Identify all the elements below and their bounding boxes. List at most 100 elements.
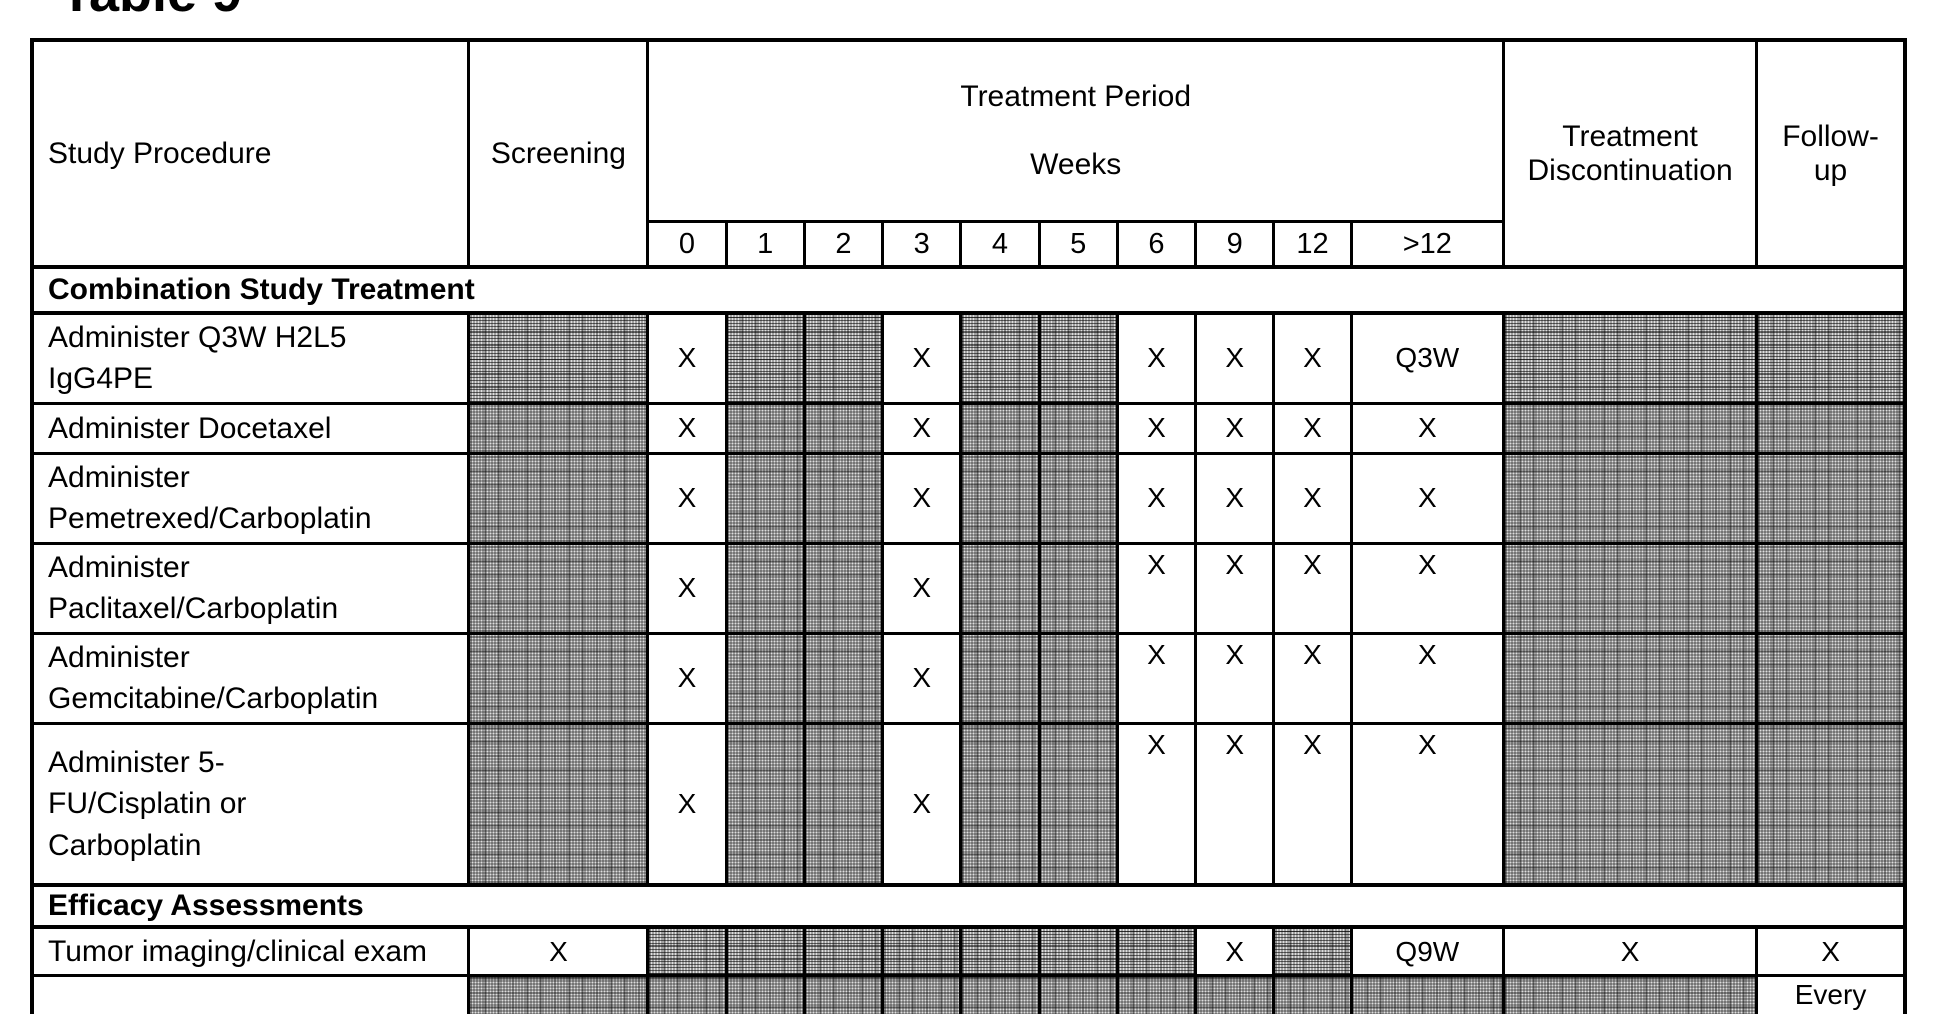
cell-week-9: X bbox=[1194, 311, 1276, 405]
cell-week-6: X bbox=[1115, 401, 1198, 455]
week-numbers-row: 0 1 2 3 4 5 6 9 12 >12 bbox=[32, 220, 1905, 269]
cell-week-6 bbox=[1115, 974, 1198, 1014]
cell-week-0: X bbox=[646, 541, 728, 635]
cell-week-1 bbox=[724, 721, 806, 887]
cell-week-gt12: Q9W bbox=[1349, 925, 1506, 978]
cell-treatment-discontinuation bbox=[1502, 451, 1759, 545]
cell-week-12: X bbox=[1272, 631, 1353, 725]
cell-week-9 bbox=[1194, 974, 1276, 1014]
week-header-0: 0 bbox=[646, 220, 728, 269]
row-label: Administer 5- FU/Cisplatin or Carboplati… bbox=[30, 721, 471, 887]
cell-week-1 bbox=[724, 401, 806, 455]
table-row: Administer Pemetrexed/Carboplatin X X X X X X bbox=[30, 451, 1907, 545]
table-row: Follow-up for Survival Every 12 weeks bbox=[30, 974, 1907, 1014]
cell-week-3: X bbox=[881, 721, 963, 887]
row-label: Administer Q3W H2L5 IgG4PE bbox=[30, 311, 471, 405]
header-row: Study Procedure Screening Treatment Peri… bbox=[30, 38, 1907, 269]
cell-week-5 bbox=[1037, 541, 1119, 635]
cell-week-gt12: X bbox=[1349, 451, 1506, 545]
cell-week-5 bbox=[1037, 721, 1119, 887]
cell-week-6: X bbox=[1115, 451, 1198, 545]
cell-week-0: X bbox=[646, 631, 728, 725]
cell-week-1 bbox=[724, 925, 806, 978]
cell-week-gt12: Q3W bbox=[1349, 311, 1506, 405]
cell-week-3: X bbox=[881, 311, 963, 405]
cell-week-4 bbox=[959, 311, 1041, 405]
col-header-follow-up: Follow- up bbox=[1755, 38, 1907, 269]
cell-week-3: X bbox=[881, 401, 963, 455]
cell-follow-up bbox=[1755, 541, 1907, 635]
section-label: Combination Study Treatment bbox=[30, 265, 1907, 315]
cell-week-1 bbox=[724, 541, 806, 635]
cell-week-12 bbox=[1272, 974, 1353, 1014]
section-row: Efficacy Assessments bbox=[30, 883, 1907, 930]
cell-week-gt12: X bbox=[1349, 541, 1506, 635]
cell-week-9: X bbox=[1194, 631, 1276, 725]
cell-week-2 bbox=[802, 401, 885, 455]
cell-week-0: X bbox=[646, 311, 728, 405]
cell-follow-up bbox=[1755, 451, 1907, 545]
table-row: Administer Q3W H2L5 IgG4PE X X X X X Q3W bbox=[30, 311, 1907, 405]
cell-week-2 bbox=[802, 631, 885, 725]
cell-follow-up bbox=[1755, 311, 1907, 405]
week-header-4: 4 bbox=[959, 220, 1041, 269]
row-label: Administer Gemcitabine/Carboplatin bbox=[30, 631, 471, 725]
table-row: Administer Docetaxel X X X X X X bbox=[30, 401, 1907, 455]
section-row: Combination Study Treatment bbox=[30, 265, 1907, 315]
cell-week-2 bbox=[802, 311, 885, 405]
cell-screening bbox=[467, 721, 650, 887]
section-label: Efficacy Assessments bbox=[30, 883, 1907, 930]
cell-week-gt12: X bbox=[1349, 721, 1506, 887]
cell-week-12: X bbox=[1272, 721, 1353, 887]
cell-week-2 bbox=[802, 721, 885, 887]
cell-treatment-discontinuation bbox=[1502, 631, 1759, 725]
cell-week-gt12: X bbox=[1349, 401, 1506, 455]
cell-week-6: X bbox=[1115, 631, 1198, 725]
cell-week-0 bbox=[646, 925, 728, 978]
week-header-gt12: >12 bbox=[1349, 220, 1506, 269]
schedule-body: Combination Study Treatment Administer Q3… bbox=[30, 265, 1907, 1014]
cell-screening bbox=[467, 401, 650, 455]
cell-week-gt12 bbox=[1349, 974, 1506, 1014]
cell-week-0: X bbox=[646, 401, 728, 455]
cell-week-3: X bbox=[881, 631, 963, 725]
cell-week-12: X bbox=[1272, 311, 1353, 405]
cell-week-6: X bbox=[1115, 721, 1198, 887]
cell-week-5 bbox=[1037, 974, 1119, 1014]
row-label: Tumor imaging/clinical exam bbox=[30, 925, 471, 978]
cell-follow-up: Every 12 weeks bbox=[1755, 974, 1907, 1014]
table-row: Tumor imaging/clinical exam X X Q9W X X bbox=[30, 925, 1907, 978]
cell-week-2 bbox=[802, 541, 885, 635]
cell-screening: X bbox=[467, 925, 650, 978]
treatment-period-title: Treatment Period bbox=[960, 80, 1192, 113]
cell-week-6: X bbox=[1115, 541, 1198, 635]
cell-week-2 bbox=[802, 974, 885, 1014]
row-label: Administer Paclitaxel/Carboplatin bbox=[30, 541, 471, 635]
cell-week-4 bbox=[959, 401, 1041, 455]
col-header-treatment-period: Treatment Period Weeks bbox=[646, 38, 1506, 223]
cell-week-1 bbox=[724, 311, 806, 405]
cell-week-3: X bbox=[881, 451, 963, 545]
col-header-screening: Screening bbox=[467, 38, 650, 269]
cell-week-6: X bbox=[1115, 311, 1198, 405]
col-header-study-procedure: Study Procedure bbox=[30, 38, 471, 269]
cell-week-5 bbox=[1037, 925, 1119, 978]
cell-week-12: X bbox=[1272, 541, 1353, 635]
cell-treatment-discontinuation bbox=[1502, 311, 1759, 405]
cell-week-0: X bbox=[646, 451, 728, 545]
week-header-6: 6 bbox=[1115, 220, 1198, 269]
cell-week-4 bbox=[959, 451, 1041, 545]
cell-week-3: X bbox=[881, 541, 963, 635]
cell-week-4 bbox=[959, 631, 1041, 725]
cell-week-9: X bbox=[1194, 451, 1276, 545]
week-header-12: 12 bbox=[1272, 220, 1353, 269]
cell-week-5 bbox=[1037, 451, 1119, 545]
cell-follow-up bbox=[1755, 401, 1907, 455]
cell-week-4 bbox=[959, 925, 1041, 978]
cell-follow-up bbox=[1755, 631, 1907, 725]
cell-treatment-discontinuation: X bbox=[1502, 925, 1759, 978]
cell-week-5 bbox=[1037, 631, 1119, 725]
study-schedule-table: Study Procedure Screening Treatment Peri… bbox=[30, 38, 1907, 1014]
cell-week-1 bbox=[724, 631, 806, 725]
